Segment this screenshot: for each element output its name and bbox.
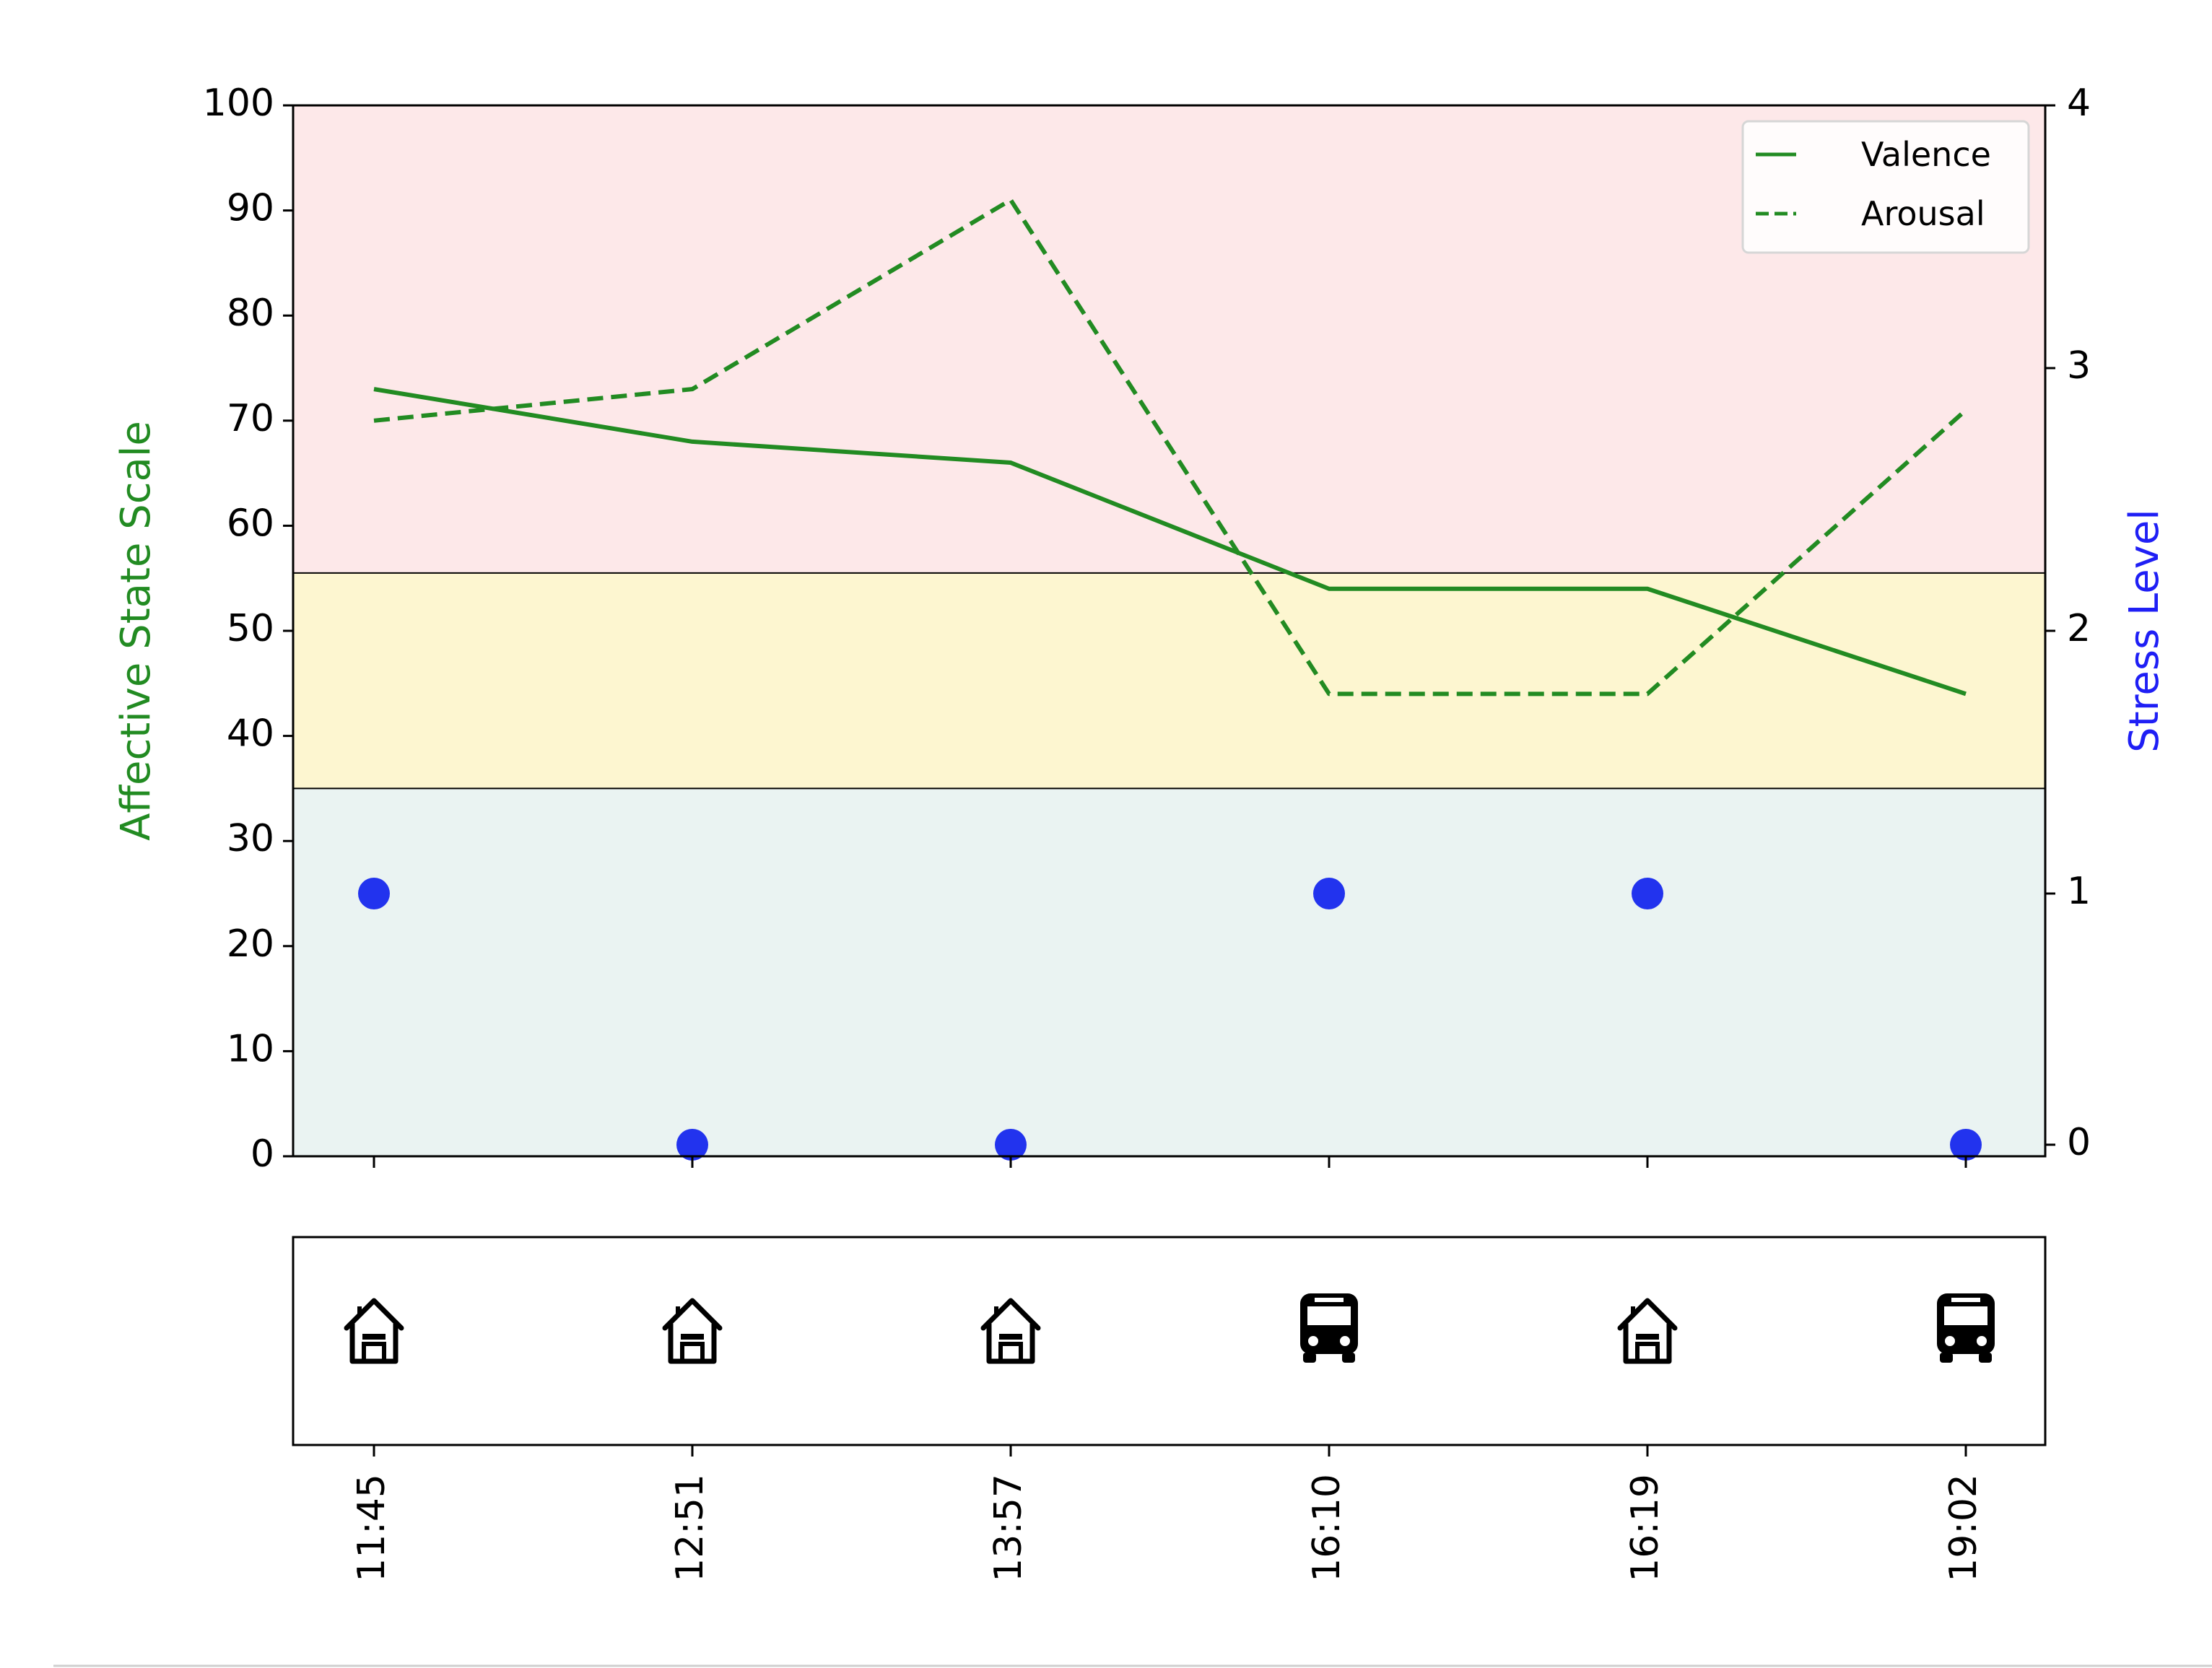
x-tick-label: 16:10: [1305, 1474, 1349, 1582]
y-tick-label: 0: [251, 1132, 274, 1176]
bus-icon: [1300, 1293, 1358, 1363]
band-1: [293, 572, 2045, 789]
stress-point: [1950, 1129, 1982, 1161]
y-tick-label: 70: [227, 397, 274, 440]
activity-icons: [344, 1293, 1995, 1364]
stress-points: [358, 878, 1982, 1161]
activity-strip-frame: [292, 1236, 2047, 1446]
stress-point: [676, 1129, 708, 1161]
y-tick-label: 30: [227, 817, 274, 860]
legend-label-arousal: Arousal: [1861, 194, 1985, 233]
y-tick-label: 80: [227, 292, 274, 335]
y-tick-label: 20: [227, 922, 274, 966]
y-axis-label: Affective State Scale: [113, 421, 160, 841]
legend-label-valence: Valence: [1861, 135, 1991, 174]
stress-point: [1632, 878, 1663, 909]
x-tick-label: 13:57: [987, 1474, 1030, 1582]
house-icon: [344, 1298, 404, 1364]
legend: Valence Arousal: [1741, 120, 2030, 254]
stress-point: [358, 878, 390, 909]
x-tick-label: 19:02: [1942, 1474, 1985, 1582]
right-y-axis: 0 1 2 3 4: [2045, 82, 2091, 1164]
house-icon: [662, 1298, 723, 1364]
y-tick-label: 40: [227, 712, 274, 756]
y-tick-label: 10: [227, 1027, 274, 1070]
x-tick-label: 11:45: [350, 1474, 393, 1582]
y-tick-label: 100: [203, 82, 274, 125]
y-tick-label: 50: [227, 607, 274, 650]
y-tick-label: 60: [227, 502, 274, 545]
y2-tick-label: 4: [2067, 82, 2091, 125]
x-tick-label: 12:51: [669, 1474, 712, 1582]
y2-tick-label: 2: [2067, 607, 2091, 650]
background-bands: [293, 105, 2045, 1156]
series-line-arousal: [373, 198, 1967, 697]
main-x-ticks: [373, 1156, 1967, 1168]
house-icon: [980, 1298, 1041, 1364]
band-0: [293, 788, 2045, 1156]
series-lines: [373, 198, 1967, 697]
bus-icon: [1937, 1293, 1995, 1363]
y2-tick-label: 0: [2067, 1121, 2091, 1164]
y2-axis-label: Stress Level: [2121, 509, 2168, 753]
y2-tick-label: 1: [2067, 870, 2091, 913]
x-axis: 11:45 12:51 13:57 16:10 16:19 19:02: [350, 1445, 1985, 1582]
stress-point: [1313, 878, 1345, 909]
house-icon: [1617, 1298, 1678, 1364]
y2-tick-label: 3: [2067, 344, 2091, 388]
series-line-valence: [373, 387, 1967, 697]
y-tick-label: 90: [227, 187, 274, 230]
x-tick-label: 16:19: [1624, 1474, 1667, 1582]
stress-point: [995, 1129, 1027, 1161]
left-y-axis: 0 10 20 30 40 50 60 70 80 90 100: [203, 82, 293, 1176]
